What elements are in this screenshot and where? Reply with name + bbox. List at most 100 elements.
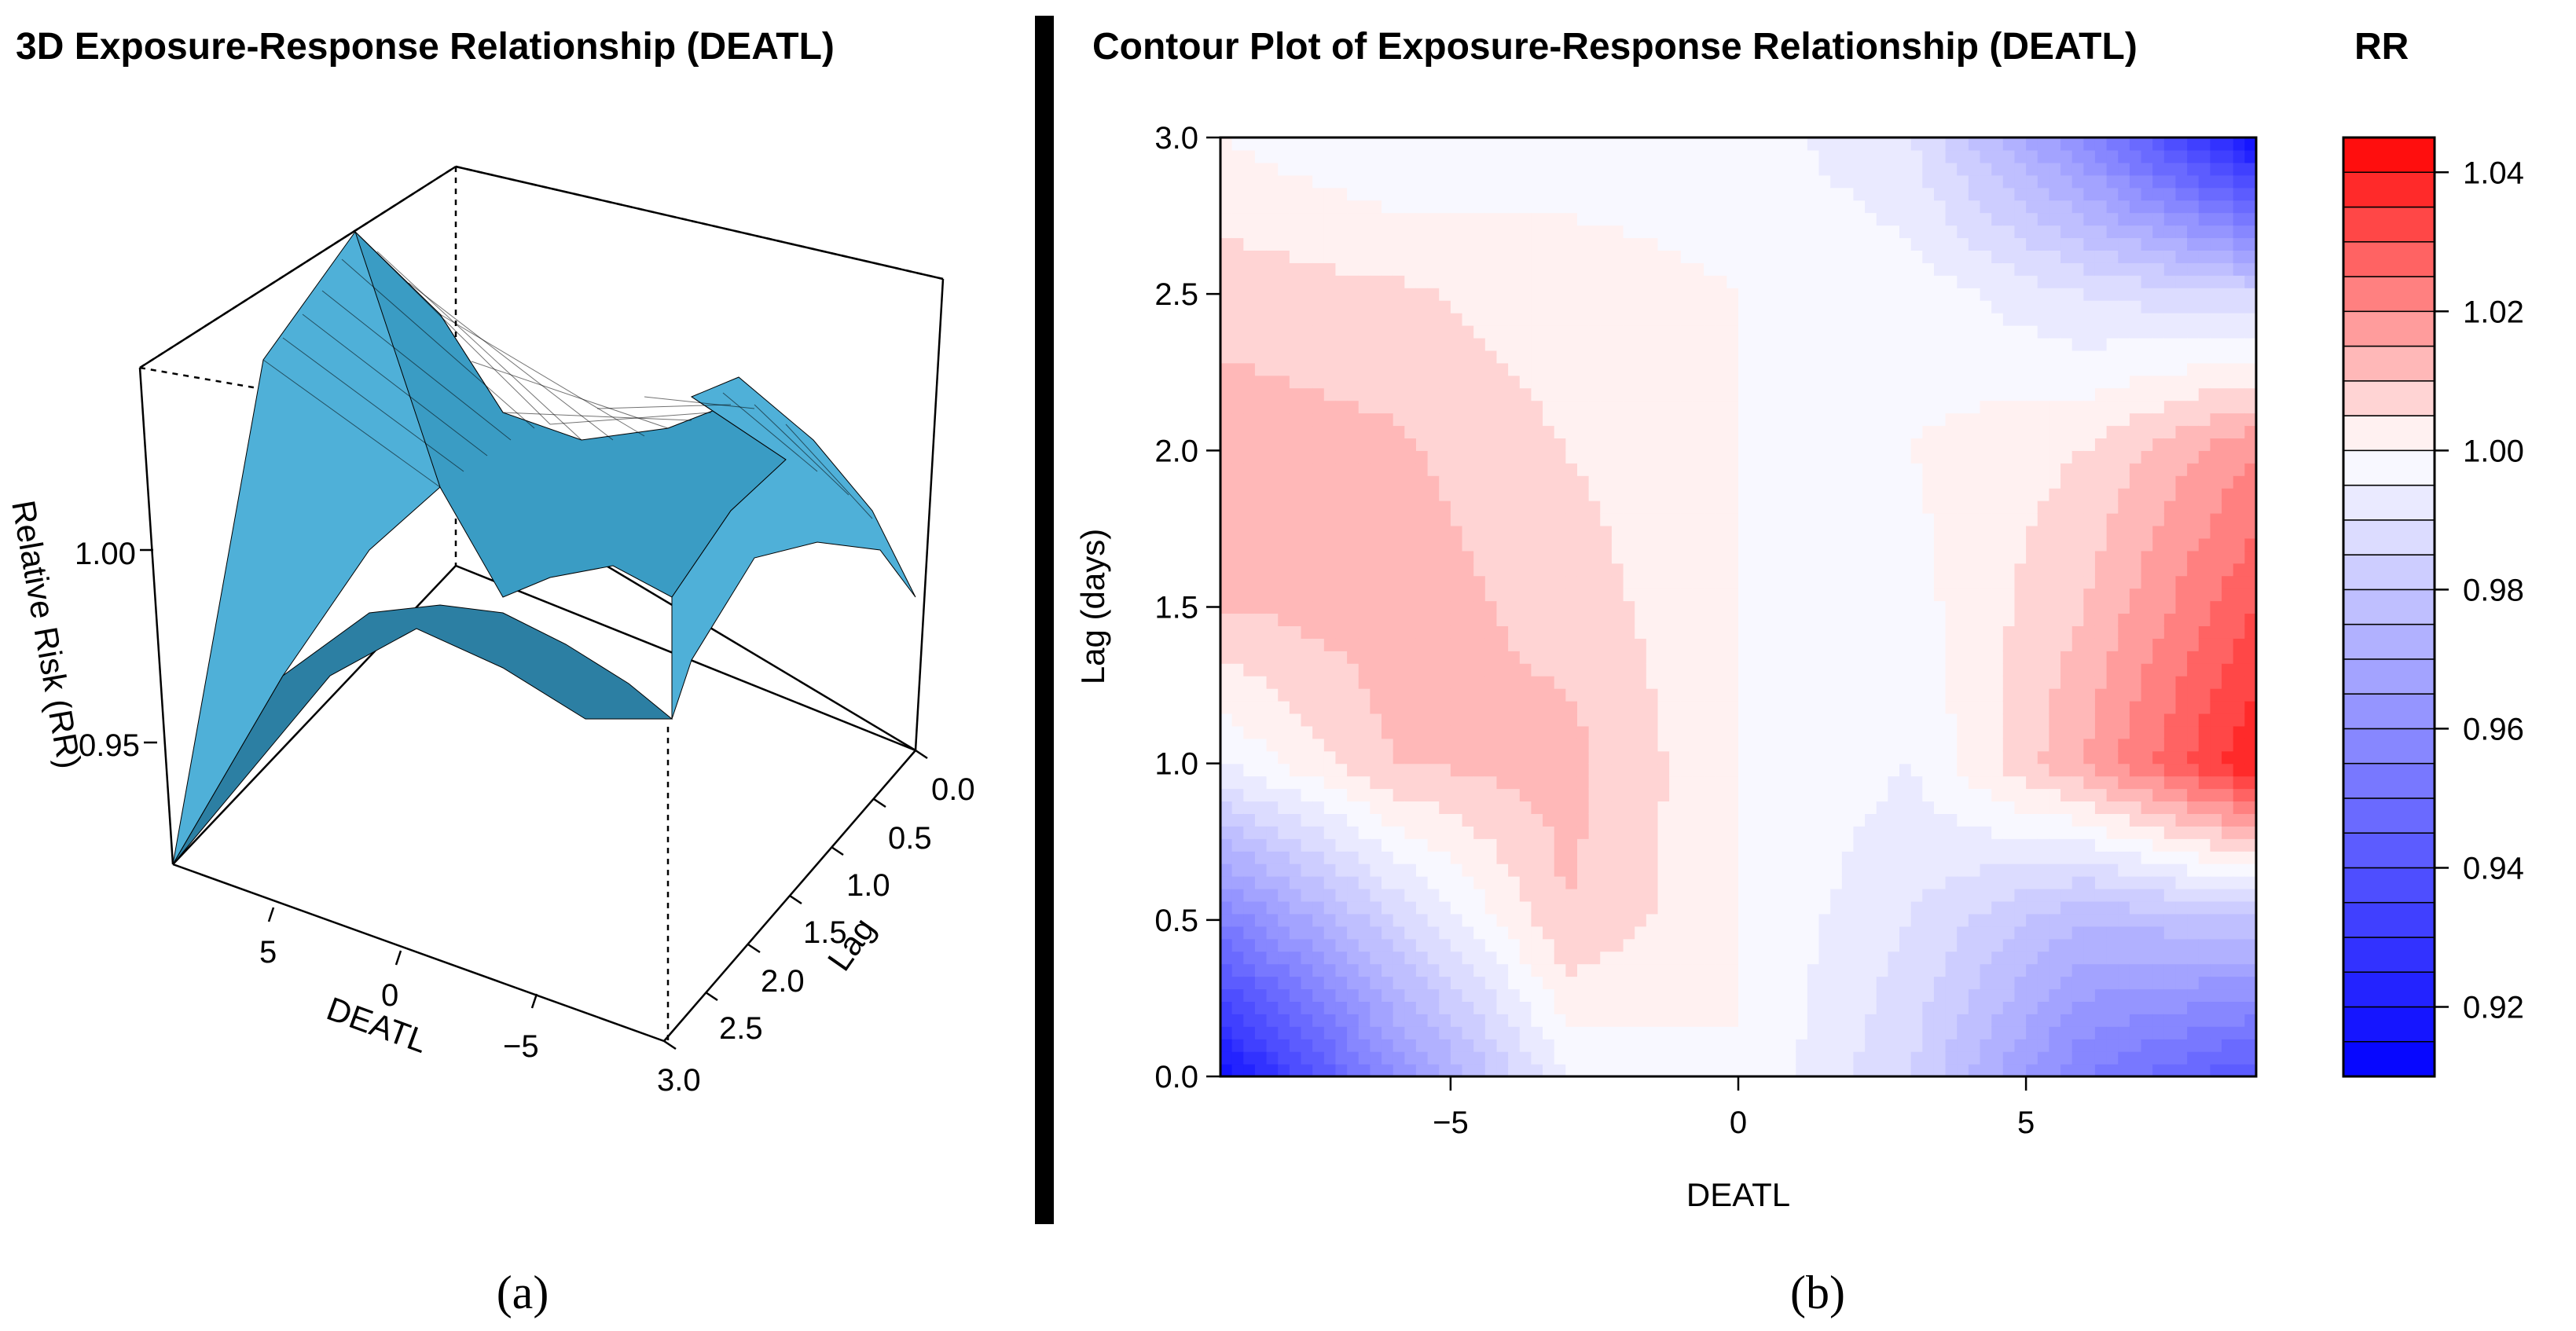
contour-cell <box>1254 1051 1268 1065</box>
contour-cell <box>1289 864 1302 877</box>
contour-cell <box>1576 588 1590 602</box>
contour-cell <box>1382 1064 1394 1077</box>
contour-cell <box>1910 776 1923 790</box>
contour-cell <box>1818 537 1831 552</box>
contour-cell <box>1484 463 1498 476</box>
contour-cell <box>1347 187 1360 201</box>
contour-cell <box>1266 750 1279 764</box>
contour-cell <box>1669 713 1682 727</box>
contour-cell <box>1370 1014 1382 1027</box>
contour-cell <box>1796 337 1808 351</box>
contour-cell <box>1415 475 1429 489</box>
contour-cell <box>1254 1039 1268 1052</box>
contour-cell <box>1382 776 1394 790</box>
contour-cell <box>1784 138 1796 151</box>
contour-cell <box>1243 838 1256 852</box>
contour-cell <box>1323 387 1337 402</box>
contour-cell <box>1519 750 1532 764</box>
contour-cell <box>1600 275 1613 288</box>
contour-cell <box>1301 212 1313 226</box>
contour-cell <box>1427 988 1440 1002</box>
contour-cell <box>1922 212 1935 226</box>
contour-cell <box>1888 300 1900 314</box>
contour-cell <box>1761 500 1774 514</box>
contour-cell <box>1266 1026 1279 1040</box>
contour-cell <box>1761 600 1774 614</box>
contour-cell <box>1450 162 1463 176</box>
contour-cell <box>1323 550 1337 564</box>
contour-cell <box>1439 1039 1451 1052</box>
contour-cell <box>1749 838 1762 852</box>
contour-cell <box>1922 513 1935 526</box>
contour-cell <box>1427 525 1440 539</box>
contour-cell <box>1439 750 1451 764</box>
contour-cell <box>1266 400 1279 414</box>
contour-cell <box>1484 600 1498 614</box>
contour-cell <box>1565 738 1578 752</box>
contour-cell <box>1289 412 1302 427</box>
contour-cell <box>1635 350 1647 364</box>
contour-cell <box>1796 663 1808 676</box>
contour-cell <box>1335 713 1348 727</box>
contour-cell <box>1450 688 1463 702</box>
contour-cell <box>1554 1039 1566 1052</box>
contour-cell <box>1888 889 1900 902</box>
contour-cell <box>1427 1064 1440 1077</box>
contour-cell <box>1680 826 1693 839</box>
contour-cell <box>1922 1064 1935 1077</box>
contour-cell <box>1876 362 1888 376</box>
contour-cell <box>1576 900 1590 915</box>
contour-cell <box>1830 976 1843 990</box>
contour-cell <box>1680 350 1693 364</box>
contour-cell <box>1945 638 1958 651</box>
contour-cell <box>1646 738 1659 752</box>
contour-cell <box>1646 776 1659 790</box>
contour-cell <box>1611 174 1624 189</box>
contour-cell <box>1957 801 1969 814</box>
contour-cell <box>1772 387 1785 402</box>
contour-cell <box>1853 362 1866 376</box>
contour-cell <box>1922 688 1935 702</box>
contour-cell <box>1450 638 1463 651</box>
contour-cell <box>1600 212 1613 226</box>
contour-cell <box>1738 375 1751 389</box>
contour-cell <box>1382 325 1394 339</box>
contour-cell <box>1600 1001 1613 1014</box>
contour-cell <box>1439 149 1451 163</box>
contour-cell <box>1749 463 1762 476</box>
contour-cell <box>1600 288 1613 301</box>
contour-cell <box>1508 149 1521 163</box>
contour-cell <box>1278 1014 1290 1027</box>
contour-cell <box>1484 212 1498 226</box>
contour-cell <box>1957 225 1969 239</box>
contour-cell <box>1439 851 1451 864</box>
contour-cell <box>1715 763 1727 777</box>
contour-cell <box>1657 938 1670 952</box>
contour-cell <box>1922 813 1935 827</box>
contour-cell <box>1231 525 1244 539</box>
contour-cell <box>1727 713 1739 727</box>
contour-cell <box>1888 701 1900 714</box>
contour-cell <box>1335 613 1348 626</box>
contour-cell <box>1727 813 1739 827</box>
contour-cell <box>1680 963 1693 977</box>
contour-cell <box>1704 525 1716 539</box>
contour-cell <box>1335 1014 1348 1027</box>
contour-cell <box>1543 938 1555 952</box>
contour-cell <box>1554 337 1566 351</box>
contour-cell <box>1231 776 1244 790</box>
contour-cell <box>1243 889 1256 902</box>
contour-cell <box>1543 138 1555 151</box>
lag-axis <box>663 749 928 1050</box>
contour-cell <box>1484 174 1498 189</box>
contour-cell <box>1415 951 1429 965</box>
contour-cell <box>1554 926 1566 940</box>
contour-cell <box>1496 701 1509 714</box>
contour-cell <box>1462 788 1474 802</box>
contour-cell <box>1220 313 1233 326</box>
contour-cell <box>1853 575 1866 589</box>
contour-cell <box>1415 826 1429 839</box>
contour-cell <box>1945 425 1958 438</box>
contour-cell <box>1243 563 1256 577</box>
contour-cell <box>1738 500 1751 514</box>
